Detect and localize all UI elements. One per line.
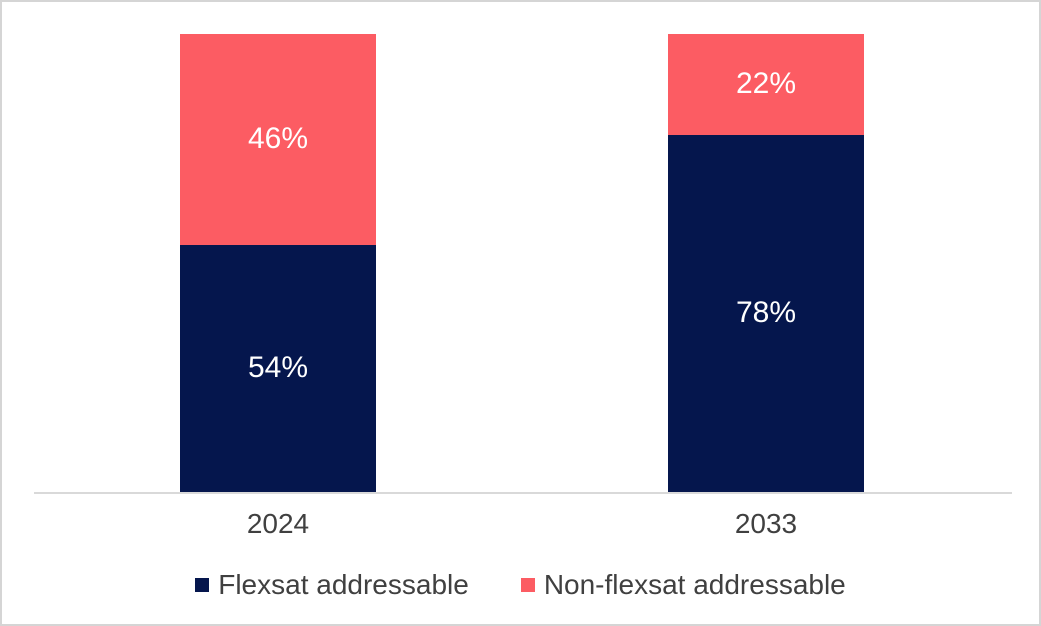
legend-label-flexsat: Flexsat addressable	[218, 569, 469, 600]
bar-2033: 22% 78%	[668, 34, 864, 492]
data-label-2033-flexsat: 78%	[735, 296, 797, 330]
legend-marker-non-flexsat-icon	[520, 578, 535, 593]
data-label-2024-non-flexsat: 46%	[247, 122, 309, 156]
x-axis-label-2024: 2024	[246, 508, 310, 539]
bar-2024: 46% 54%	[180, 34, 376, 492]
legend: Flexsat addressable Non-flexsat addressa…	[2, 569, 1039, 601]
legend-label-non-flexsat: Non-flexsat addressable	[543, 569, 846, 600]
x-axis-label-2033: 2033	[734, 508, 798, 539]
bar-2024-segment-flexsat: 54%	[180, 244, 376, 492]
legend-marker-flexsat-icon	[195, 578, 210, 593]
data-label-2033-non-flexsat: 22%	[735, 67, 797, 101]
bar-2033-segment-non-flexsat: 22%	[668, 34, 864, 135]
legend-item-flexsat: Flexsat addressable	[195, 569, 469, 601]
legend-item-non-flexsat: Non-flexsat addressable	[520, 569, 846, 601]
data-label-2024-flexsat: 54%	[247, 351, 309, 385]
x-axis-line	[34, 492, 1012, 494]
bar-2024-segment-non-flexsat: 46%	[180, 34, 376, 245]
bar-2033-segment-flexsat: 78%	[668, 134, 864, 492]
